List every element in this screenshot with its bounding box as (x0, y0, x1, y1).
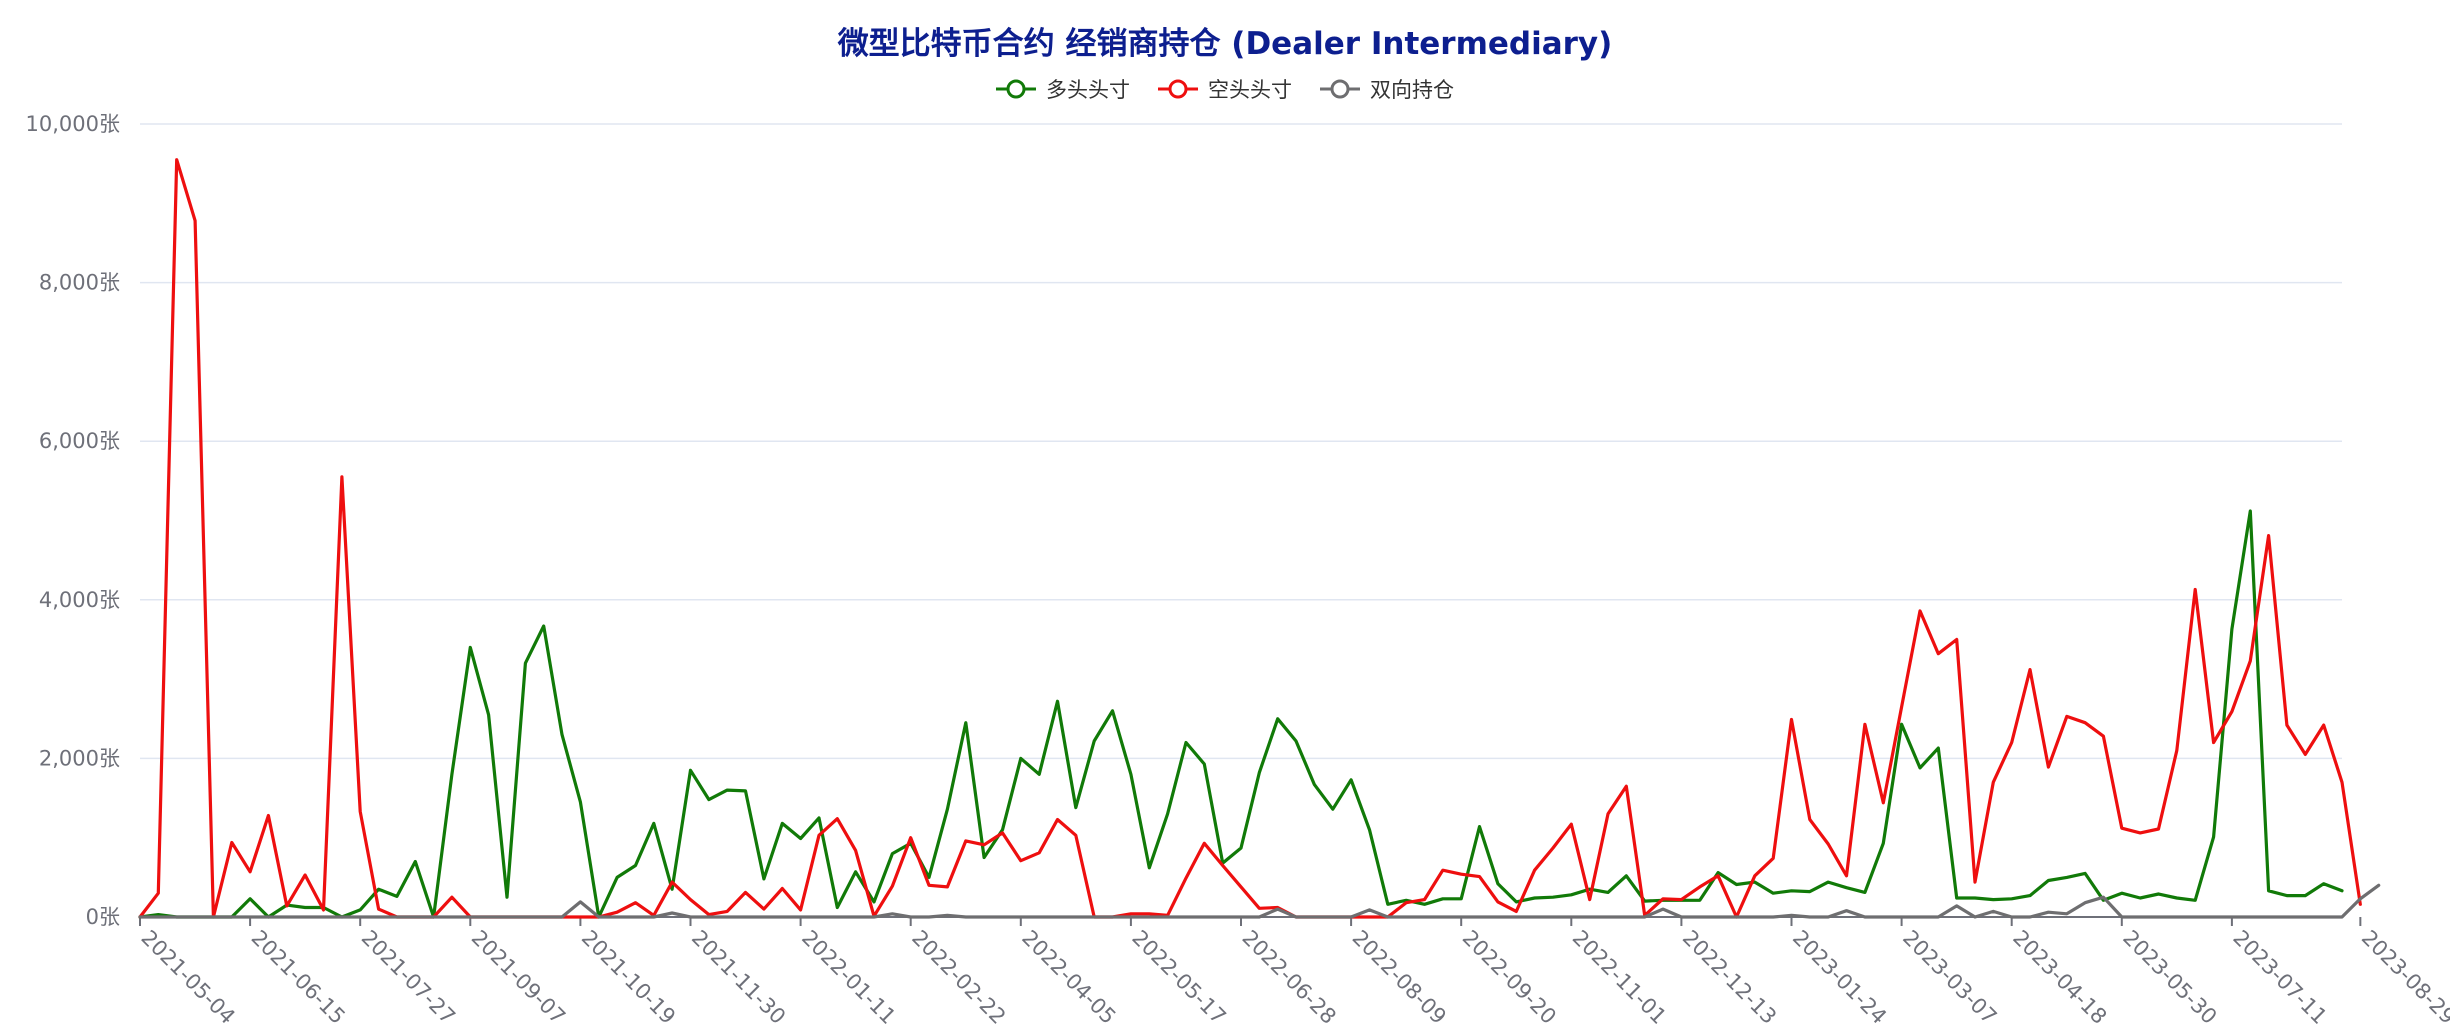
y-tick-label: 4,000张 (39, 588, 120, 612)
x-tick-label: 2021-06-15 (247, 926, 350, 1026)
legend-spread-marker-icon (1320, 79, 1360, 99)
x-tick-label: 2022-04-05 (1017, 926, 1120, 1026)
x-tick-label: 2022-05-17 (1127, 926, 1230, 1026)
legend-label-short: 空头头寸 (1208, 78, 1292, 102)
series-line-1 (138, 158, 2362, 919)
legend-short-marker-icon (1158, 79, 1198, 99)
x-tick-label: 2022-02-22 (907, 926, 1010, 1026)
x-tick-label: 2021-11-30 (687, 926, 790, 1026)
legend-item-long[interactable]: 多头头寸 (996, 74, 1130, 104)
y-tick-label: 2,000张 (39, 746, 120, 770)
x-tick-label: 2023-04-18 (2008, 926, 2111, 1026)
x-tick-label: 2022-09-20 (1458, 926, 1561, 1026)
x-tick-label: 2023-03-07 (1898, 926, 2001, 1026)
x-tick-label: 2023-05-30 (2118, 926, 2221, 1026)
chart-title: 微型比特币合约 经销商持仓 (Dealer Intermediary) (837, 26, 1613, 62)
x-tick-label: 2023-01-24 (1788, 926, 1891, 1026)
y-tick-label: 10,000张 (26, 112, 120, 136)
x-tick-label: 2021-07-27 (357, 926, 460, 1026)
y-tick-label: 6,000张 (39, 429, 120, 453)
x-tick-label: 2022-01-11 (797, 926, 900, 1026)
x-tick-label: 2022-06-28 (1237, 926, 1340, 1026)
x-tick-label: 2021-10-19 (577, 926, 680, 1026)
series-line-2 (138, 883, 2381, 919)
x-tick-label: 2021-09-07 (467, 926, 570, 1026)
y-tick-label: 0张 (86, 905, 120, 929)
y-tick-label: 8,000张 (39, 271, 120, 295)
legend-label-long: 多头头寸 (1046, 78, 1130, 102)
series-line-0 (138, 509, 2344, 919)
legend-item-short[interactable]: 空头头寸 (1158, 74, 1292, 104)
legend-long-marker-icon (996, 79, 1036, 99)
x-tick-label: 2022-12-13 (1678, 926, 1781, 1026)
legend-label-spread: 双向持仓 (1370, 78, 1454, 102)
legend: 多头头寸 空头头寸 双向持仓 (0, 74, 2450, 104)
x-tick-label: 2023-07-11 (2228, 926, 2331, 1026)
x-tick-label: 2022-08-09 (1348, 926, 1451, 1026)
x-tick-label: 2023-08-29 (2357, 926, 2450, 1026)
legend-item-spread[interactable]: 双向持仓 (1320, 74, 1454, 104)
x-tick-label: 2021-05-04 (136, 926, 239, 1026)
x-tick-label: 2022-11-01 (1568, 926, 1671, 1026)
